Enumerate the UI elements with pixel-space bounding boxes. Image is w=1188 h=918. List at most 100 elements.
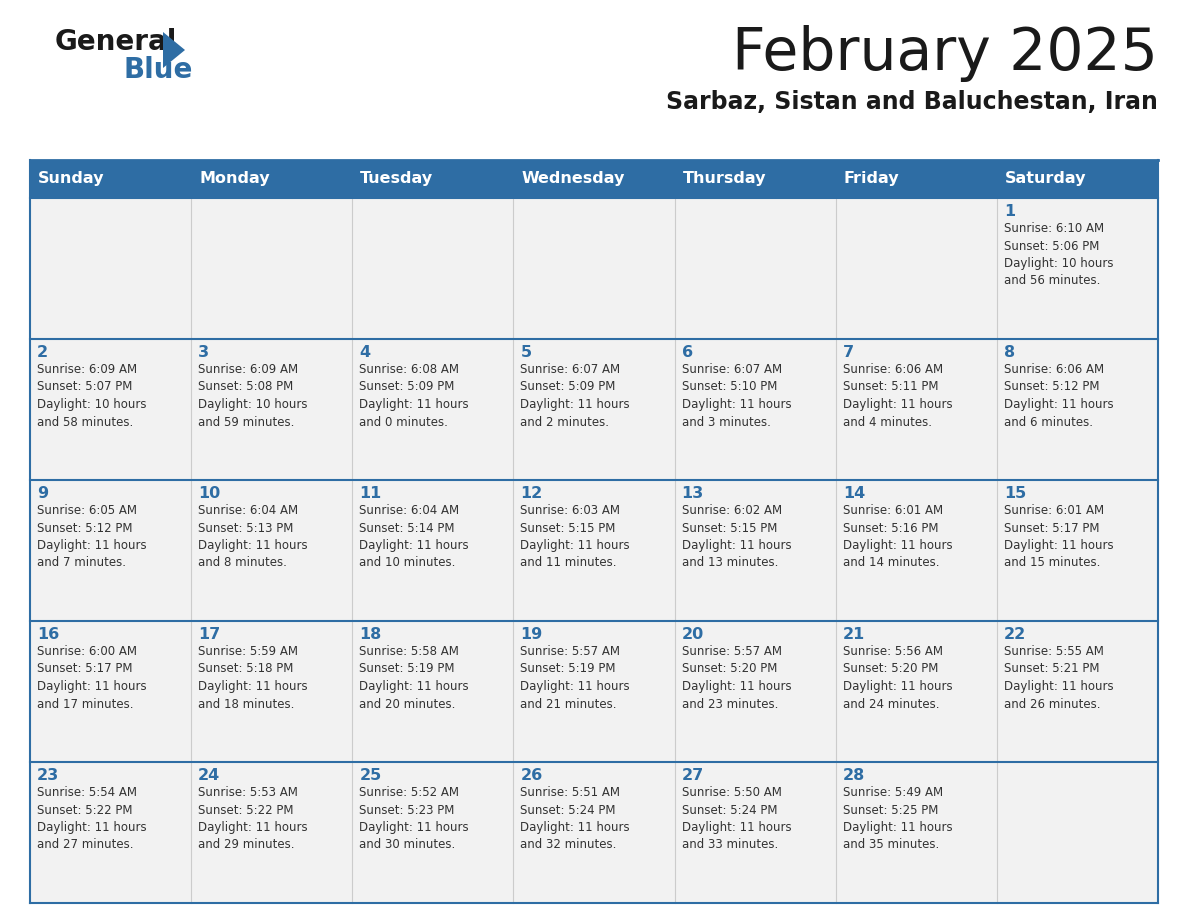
Bar bbox=[30, 480, 191, 621]
Text: 25: 25 bbox=[359, 768, 381, 783]
Text: 11: 11 bbox=[359, 486, 381, 501]
Text: 28: 28 bbox=[842, 768, 865, 783]
Bar bbox=[513, 480, 675, 621]
Bar bbox=[30, 621, 191, 762]
Text: Sunrise: 5:50 AM
Sunset: 5:24 PM
Daylight: 11 hours
and 33 minutes.: Sunrise: 5:50 AM Sunset: 5:24 PM Dayligh… bbox=[682, 786, 791, 852]
Bar bbox=[835, 621, 997, 762]
Text: 3: 3 bbox=[198, 345, 209, 360]
Bar bbox=[191, 198, 353, 339]
Bar bbox=[191, 480, 353, 621]
Bar bbox=[191, 339, 353, 480]
Text: Sunrise: 6:01 AM
Sunset: 5:17 PM
Daylight: 11 hours
and 15 minutes.: Sunrise: 6:01 AM Sunset: 5:17 PM Dayligh… bbox=[1004, 504, 1113, 569]
Text: 18: 18 bbox=[359, 627, 381, 642]
Text: Sunrise: 5:59 AM
Sunset: 5:18 PM
Daylight: 11 hours
and 18 minutes.: Sunrise: 5:59 AM Sunset: 5:18 PM Dayligh… bbox=[198, 645, 308, 711]
Text: Sarbaz, Sistan and Baluchestan, Iran: Sarbaz, Sistan and Baluchestan, Iran bbox=[666, 90, 1158, 114]
Bar bbox=[997, 762, 1158, 903]
Text: 1: 1 bbox=[1004, 204, 1015, 219]
Bar bbox=[835, 198, 997, 339]
Bar bbox=[675, 160, 835, 198]
Text: 23: 23 bbox=[37, 768, 59, 783]
Bar bbox=[997, 480, 1158, 621]
Bar bbox=[30, 198, 191, 339]
Bar bbox=[675, 339, 835, 480]
Text: Sunday: Sunday bbox=[38, 172, 105, 186]
Bar bbox=[30, 339, 191, 480]
Text: Sunrise: 5:57 AM
Sunset: 5:19 PM
Daylight: 11 hours
and 21 minutes.: Sunrise: 5:57 AM Sunset: 5:19 PM Dayligh… bbox=[520, 645, 630, 711]
Text: Sunrise: 6:10 AM
Sunset: 5:06 PM
Daylight: 10 hours
and 56 minutes.: Sunrise: 6:10 AM Sunset: 5:06 PM Dayligh… bbox=[1004, 222, 1113, 287]
Bar bbox=[353, 160, 513, 198]
Text: Sunrise: 5:54 AM
Sunset: 5:22 PM
Daylight: 11 hours
and 27 minutes.: Sunrise: 5:54 AM Sunset: 5:22 PM Dayligh… bbox=[37, 786, 146, 852]
Text: Sunrise: 5:49 AM
Sunset: 5:25 PM
Daylight: 11 hours
and 35 minutes.: Sunrise: 5:49 AM Sunset: 5:25 PM Dayligh… bbox=[842, 786, 953, 852]
Bar bbox=[997, 160, 1158, 198]
Bar bbox=[997, 339, 1158, 480]
Text: 6: 6 bbox=[682, 345, 693, 360]
Bar bbox=[191, 160, 353, 198]
Text: 27: 27 bbox=[682, 768, 703, 783]
Bar bbox=[835, 480, 997, 621]
Text: Sunrise: 6:08 AM
Sunset: 5:09 PM
Daylight: 11 hours
and 0 minutes.: Sunrise: 6:08 AM Sunset: 5:09 PM Dayligh… bbox=[359, 363, 469, 429]
Bar bbox=[835, 160, 997, 198]
Polygon shape bbox=[163, 32, 185, 68]
Text: Sunrise: 6:06 AM
Sunset: 5:11 PM
Daylight: 11 hours
and 4 minutes.: Sunrise: 6:06 AM Sunset: 5:11 PM Dayligh… bbox=[842, 363, 953, 429]
Text: Saturday: Saturday bbox=[1005, 172, 1086, 186]
Text: Sunrise: 6:04 AM
Sunset: 5:14 PM
Daylight: 11 hours
and 10 minutes.: Sunrise: 6:04 AM Sunset: 5:14 PM Dayligh… bbox=[359, 504, 469, 569]
Bar bbox=[997, 198, 1158, 339]
Text: Sunrise: 5:56 AM
Sunset: 5:20 PM
Daylight: 11 hours
and 24 minutes.: Sunrise: 5:56 AM Sunset: 5:20 PM Dayligh… bbox=[842, 645, 953, 711]
Text: Sunrise: 6:03 AM
Sunset: 5:15 PM
Daylight: 11 hours
and 11 minutes.: Sunrise: 6:03 AM Sunset: 5:15 PM Dayligh… bbox=[520, 504, 630, 569]
Text: 15: 15 bbox=[1004, 486, 1026, 501]
Text: 12: 12 bbox=[520, 486, 543, 501]
Bar bbox=[835, 762, 997, 903]
Text: 26: 26 bbox=[520, 768, 543, 783]
Text: 19: 19 bbox=[520, 627, 543, 642]
Text: 8: 8 bbox=[1004, 345, 1015, 360]
Text: 13: 13 bbox=[682, 486, 703, 501]
Text: Sunrise: 6:06 AM
Sunset: 5:12 PM
Daylight: 11 hours
and 6 minutes.: Sunrise: 6:06 AM Sunset: 5:12 PM Dayligh… bbox=[1004, 363, 1113, 429]
Text: 7: 7 bbox=[842, 345, 854, 360]
Bar bbox=[675, 480, 835, 621]
Text: 2: 2 bbox=[37, 345, 49, 360]
Text: Sunrise: 5:51 AM
Sunset: 5:24 PM
Daylight: 11 hours
and 32 minutes.: Sunrise: 5:51 AM Sunset: 5:24 PM Dayligh… bbox=[520, 786, 630, 852]
Text: 17: 17 bbox=[198, 627, 221, 642]
Text: 20: 20 bbox=[682, 627, 703, 642]
Text: Sunrise: 5:52 AM
Sunset: 5:23 PM
Daylight: 11 hours
and 30 minutes.: Sunrise: 5:52 AM Sunset: 5:23 PM Dayligh… bbox=[359, 786, 469, 852]
Bar bbox=[675, 762, 835, 903]
Text: General: General bbox=[55, 28, 177, 56]
Bar bbox=[675, 198, 835, 339]
Text: Sunrise: 5:58 AM
Sunset: 5:19 PM
Daylight: 11 hours
and 20 minutes.: Sunrise: 5:58 AM Sunset: 5:19 PM Dayligh… bbox=[359, 645, 469, 711]
Text: Friday: Friday bbox=[843, 172, 899, 186]
Text: Sunrise: 6:05 AM
Sunset: 5:12 PM
Daylight: 11 hours
and 7 minutes.: Sunrise: 6:05 AM Sunset: 5:12 PM Dayligh… bbox=[37, 504, 146, 569]
Bar bbox=[513, 198, 675, 339]
Text: 22: 22 bbox=[1004, 627, 1026, 642]
Text: 24: 24 bbox=[198, 768, 221, 783]
Text: Blue: Blue bbox=[124, 56, 192, 84]
Bar bbox=[675, 621, 835, 762]
Text: Sunrise: 6:09 AM
Sunset: 5:08 PM
Daylight: 10 hours
and 59 minutes.: Sunrise: 6:09 AM Sunset: 5:08 PM Dayligh… bbox=[198, 363, 308, 429]
Text: 16: 16 bbox=[37, 627, 59, 642]
Text: Sunrise: 5:55 AM
Sunset: 5:21 PM
Daylight: 11 hours
and 26 minutes.: Sunrise: 5:55 AM Sunset: 5:21 PM Dayligh… bbox=[1004, 645, 1113, 711]
Text: 9: 9 bbox=[37, 486, 49, 501]
Text: Sunrise: 5:53 AM
Sunset: 5:22 PM
Daylight: 11 hours
and 29 minutes.: Sunrise: 5:53 AM Sunset: 5:22 PM Dayligh… bbox=[198, 786, 308, 852]
Bar bbox=[30, 160, 191, 198]
Text: Wednesday: Wednesday bbox=[522, 172, 625, 186]
Text: Sunrise: 6:00 AM
Sunset: 5:17 PM
Daylight: 11 hours
and 17 minutes.: Sunrise: 6:00 AM Sunset: 5:17 PM Dayligh… bbox=[37, 645, 146, 711]
Bar bbox=[30, 762, 191, 903]
Bar bbox=[513, 339, 675, 480]
Text: 14: 14 bbox=[842, 486, 865, 501]
Bar bbox=[513, 762, 675, 903]
Text: Sunrise: 6:02 AM
Sunset: 5:15 PM
Daylight: 11 hours
and 13 minutes.: Sunrise: 6:02 AM Sunset: 5:15 PM Dayligh… bbox=[682, 504, 791, 569]
Bar bbox=[353, 198, 513, 339]
Text: Sunrise: 6:09 AM
Sunset: 5:07 PM
Daylight: 10 hours
and 58 minutes.: Sunrise: 6:09 AM Sunset: 5:07 PM Dayligh… bbox=[37, 363, 146, 429]
Text: Thursday: Thursday bbox=[683, 172, 766, 186]
Text: Sunrise: 6:07 AM
Sunset: 5:10 PM
Daylight: 11 hours
and 3 minutes.: Sunrise: 6:07 AM Sunset: 5:10 PM Dayligh… bbox=[682, 363, 791, 429]
Bar bbox=[191, 762, 353, 903]
Text: 5: 5 bbox=[520, 345, 531, 360]
Bar bbox=[997, 621, 1158, 762]
Bar bbox=[835, 339, 997, 480]
Text: February 2025: February 2025 bbox=[732, 25, 1158, 82]
Bar bbox=[513, 160, 675, 198]
Text: Tuesday: Tuesday bbox=[360, 172, 434, 186]
Bar bbox=[191, 621, 353, 762]
Bar bbox=[353, 339, 513, 480]
Bar bbox=[513, 621, 675, 762]
Bar bbox=[353, 480, 513, 621]
